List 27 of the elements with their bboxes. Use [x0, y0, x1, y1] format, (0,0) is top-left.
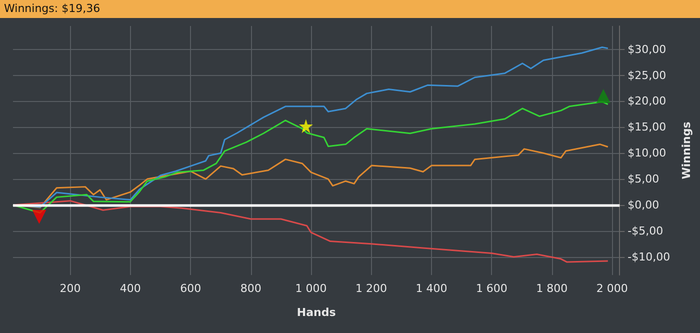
x-tick-label: 800 [240, 282, 262, 295]
x-tick-label: 200 [60, 282, 81, 295]
y-tick-label: $15,00 [628, 120, 666, 134]
y-tick-label: -$5,00 [628, 224, 664, 238]
x-tick-label: 1 200 [356, 282, 388, 295]
y-tick-label: $10,00 [628, 146, 666, 160]
point [32, 210, 46, 224]
x-tick-label: 400 [120, 282, 141, 295]
x-tick-label: 1 000 [295, 282, 327, 295]
point [596, 89, 610, 104]
line-series [12, 200, 609, 263]
point [298, 119, 313, 134]
x-tick-label: 2 000 [596, 282, 628, 295]
y-tick-label: $30,00 [628, 42, 666, 56]
y-axis-title: Winnings [680, 121, 693, 180]
x-tick-label: 600 [180, 282, 202, 295]
chart-title: Winnings: $19,36 [0, 0, 700, 18]
y-tick-label: $5,00 [628, 172, 660, 186]
line-series [12, 46, 609, 208]
y-tick-label: -$10,00 [628, 250, 670, 264]
x-axis-title: Hands [296, 306, 336, 319]
y-tick-label: $20,00 [628, 94, 666, 108]
y-tick-label: $25,00 [628, 68, 666, 82]
x-tick-label: 1 400 [416, 282, 448, 295]
y-tick-label: $0,00 [628, 198, 660, 212]
x-tick-label: 1 800 [536, 282, 568, 295]
x-tick-label: 1 600 [476, 282, 508, 295]
